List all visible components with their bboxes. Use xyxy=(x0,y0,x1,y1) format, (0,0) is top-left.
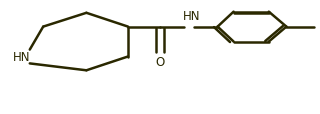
Text: HN: HN xyxy=(13,51,30,63)
Text: O: O xyxy=(156,55,164,68)
Text: HN: HN xyxy=(183,10,201,23)
